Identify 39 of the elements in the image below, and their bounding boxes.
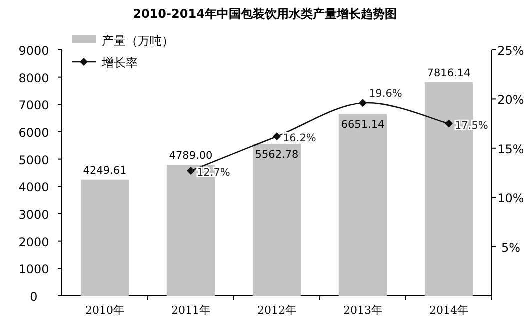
data-label: 7816.14 (427, 67, 472, 80)
y-tick-label: 4000 (18, 180, 50, 195)
y2-tick-label: 10% (498, 192, 524, 206)
legend-label: 产量（万吨） (102, 34, 174, 48)
chart-title: 2010-2014年中国包装饮用水类产量增长趋势图 (133, 7, 397, 21)
y-tick-label: 9000 (18, 44, 50, 58)
y-tick-label: 8000 (18, 71, 50, 86)
y-tick-label: 6000 (18, 126, 50, 140)
data-label: 4249.61 (83, 164, 127, 177)
data-label: 6651.14 (341, 119, 386, 132)
bar (338, 114, 388, 296)
x-tick-label: 2011年 (172, 304, 210, 317)
data-label: 4789.00 (169, 150, 213, 162)
data-label: 12.7% (197, 167, 230, 180)
y2-tick-label: 20% (498, 93, 524, 108)
y-tick-label: 7000 (18, 98, 50, 113)
data-label: 16.2% (283, 132, 316, 145)
x-tick-label: 2010年 (86, 304, 124, 317)
point (359, 99, 367, 108)
x-tick-label: 2014年 (430, 304, 468, 317)
y2-tick-label: 15% (498, 142, 524, 156)
y-tick-label: 5000 (18, 153, 50, 168)
point (445, 120, 453, 128)
point (187, 167, 195, 176)
bar (80, 180, 130, 296)
legend-label: 增长率 (101, 56, 138, 70)
bar (252, 144, 302, 296)
x-tick-label: 2012年 (258, 304, 296, 317)
x-tick-label: 2013年 (344, 304, 382, 317)
y2-tick-label: 25% (498, 44, 524, 58)
y2-tick-label: 5% (501, 240, 521, 255)
y-tick-label: 2000 (18, 235, 50, 250)
y-tick-label: 0 (30, 290, 38, 304)
y-tick-label: 3000 (18, 208, 50, 222)
data-label: 17.5% (455, 120, 488, 132)
point (273, 132, 281, 141)
y-tick-label: 1000 (18, 262, 50, 277)
data-label: 5562.78 (255, 148, 299, 161)
data-label: 19.6% (369, 88, 402, 100)
